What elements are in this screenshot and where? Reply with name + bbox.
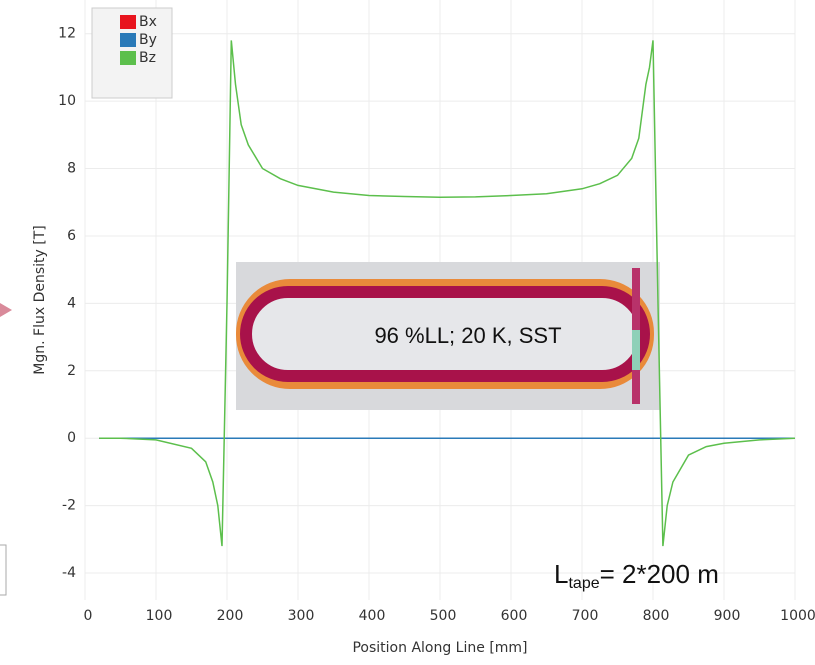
legend-swatch (120, 33, 136, 47)
y-tick-label: 12 (58, 26, 76, 42)
y-tick-label: 10 (58, 93, 76, 109)
x-tick-label: 1000 (780, 608, 815, 624)
page: 96 %LL; 20 K, SST BxByBz Ltape= 2*200 m … (0, 0, 815, 665)
y-tick-label: 6 (67, 228, 76, 244)
tape-sub: tape (568, 575, 599, 592)
legend-label: By (139, 32, 157, 48)
inset-image: 96 %LL; 20 K, SST (236, 262, 660, 410)
tape-rest: = 2*200 m (600, 559, 719, 589)
legend-label: Bz (139, 50, 156, 66)
legend-label: Bx (139, 14, 157, 30)
x-tick-label: 400 (359, 608, 386, 624)
legend-swatch (120, 15, 136, 29)
x-tick-label: 900 (714, 608, 741, 624)
y-tick-label: 2 (67, 363, 76, 379)
x-tick-label: 600 (501, 608, 528, 624)
x-tick-label: 700 (572, 608, 599, 624)
inset-colorbar (632, 330, 640, 370)
tape-base: L (554, 559, 568, 589)
y-tick-label: -2 (62, 498, 76, 514)
x-tick-label: 100 (146, 608, 173, 624)
x-tick-label: 300 (288, 608, 315, 624)
y-tick-label: 8 (67, 161, 76, 177)
legend: Bx By Bz (120, 14, 157, 66)
x-axis-title: Position Along Line [mm] (352, 640, 527, 656)
x-tick-label: 800 (643, 608, 670, 624)
y-axis-title: Mgn. Flux Density [T] (32, 225, 48, 374)
inset-label: 96 %LL; 20 K, SST (374, 323, 561, 348)
chart: 96 %LL; 20 K, SST BxByBz Ltape= 2*200 m … (0, 0, 815, 661)
y-tick-label: 4 (67, 295, 76, 311)
y-tick-label: -4 (62, 565, 76, 581)
legend-swatch (120, 51, 136, 65)
x-tick-label: 500 (430, 608, 457, 624)
x-tick-label: 0 (84, 608, 93, 624)
y-tick-label: 0 (67, 430, 76, 446)
x-tick-label: 200 (217, 608, 244, 624)
